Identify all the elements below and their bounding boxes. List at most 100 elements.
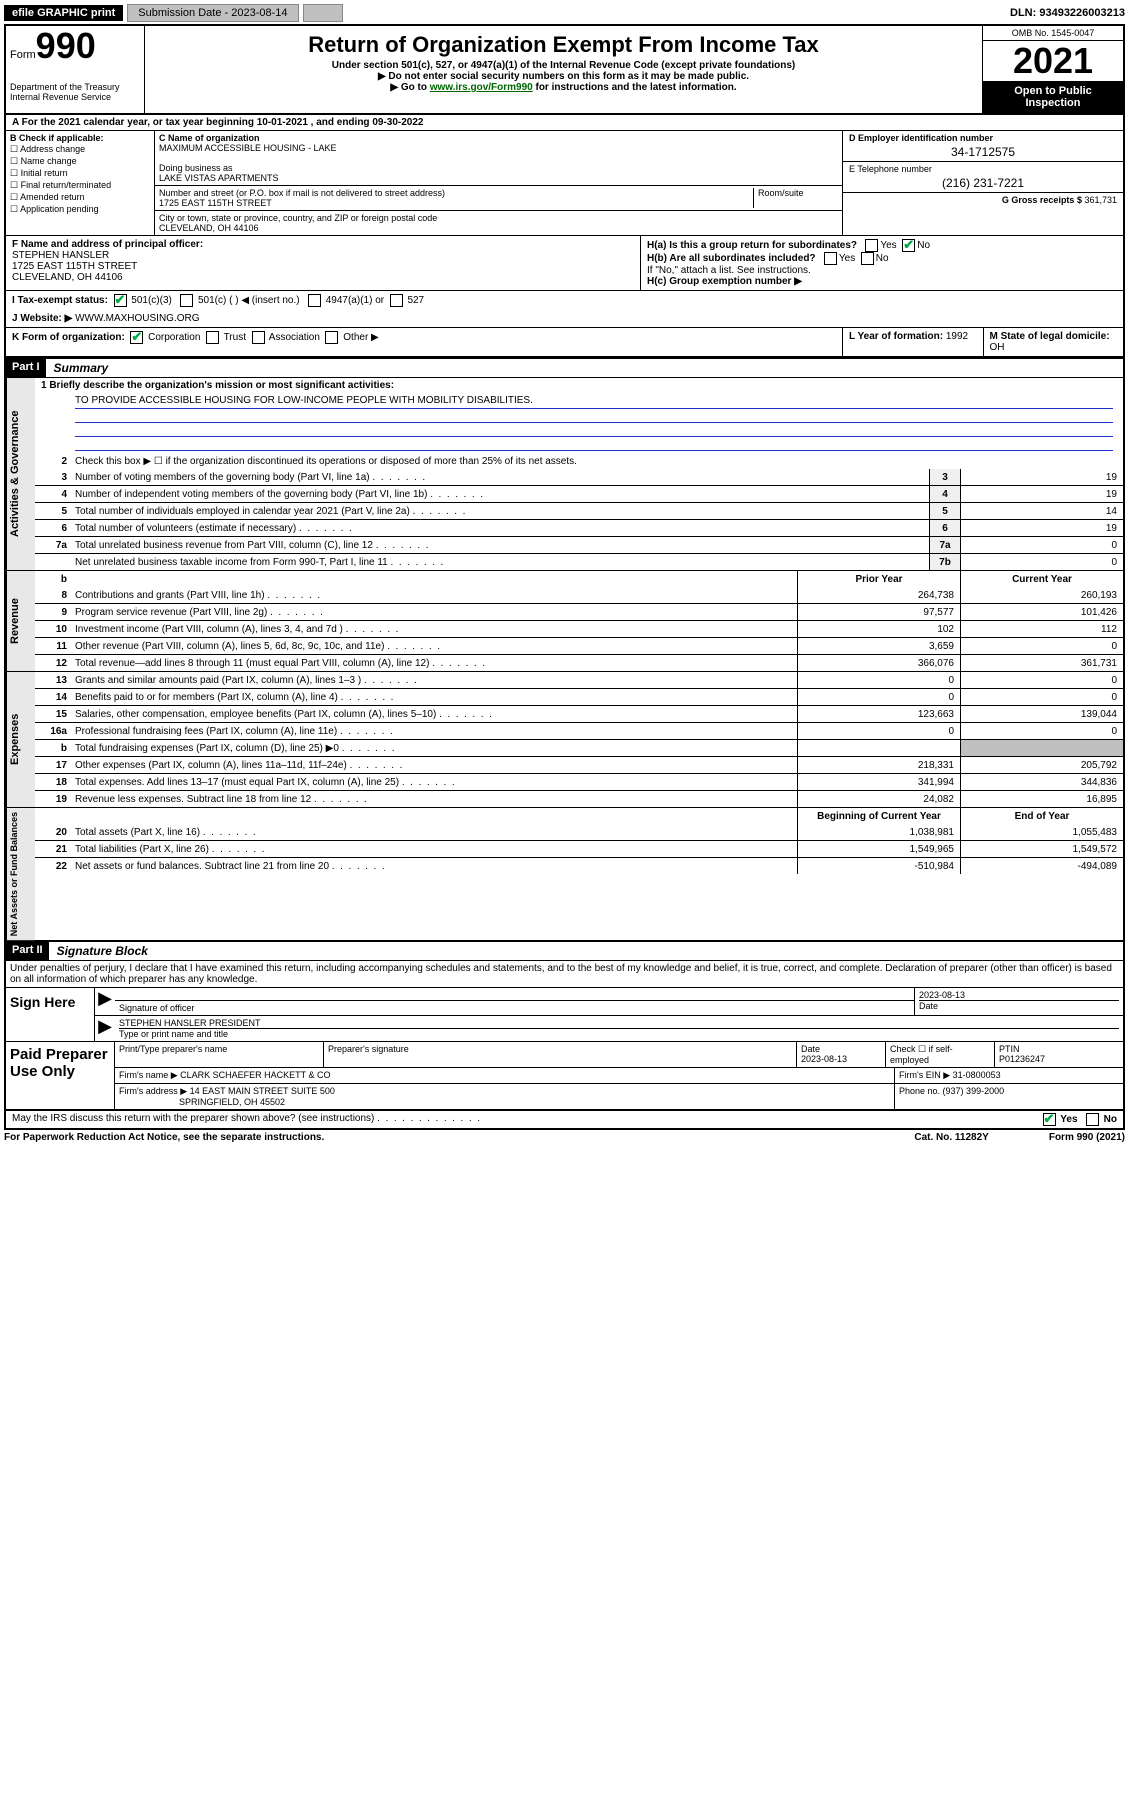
line-desc: Total revenue—add lines 8 through 11 (mu… (71, 657, 797, 670)
irs-link[interactable]: www.irs.gov/Form990 (430, 82, 533, 93)
current-value: 205,792 (960, 757, 1123, 773)
k-row: K Form of organization: Corporation Trus… (6, 328, 1123, 358)
chk-assoc[interactable] (252, 331, 265, 344)
line-num: 3 (35, 472, 71, 483)
arrow-icon-2: ▶ (95, 1016, 115, 1041)
line-num: 14 (35, 692, 71, 703)
col-c-name-address: C Name of organization MAXIMUM ACCESSIBL… (155, 131, 843, 235)
l-label: L Year of formation: (849, 331, 946, 342)
prior-value: 0 (797, 672, 960, 688)
ha-yes-checkbox[interactable] (865, 239, 878, 252)
ha-label: H(a) Is this a group return for subordin… (647, 240, 857, 251)
summary-line: 14Benefits paid to or for members (Part … (35, 688, 1123, 705)
current-value: 344,836 (960, 774, 1123, 790)
prior-value: 3,659 (797, 638, 960, 654)
line-num: 21 (35, 844, 71, 855)
m-label: M State of legal domicile: (990, 331, 1110, 342)
line-desc: Benefits paid to or for members (Part IX… (71, 691, 797, 704)
ha-no-checkbox[interactable] (902, 239, 915, 252)
part1-badge: Part I (6, 359, 46, 377)
paid-preparer-label: Paid Preparer Use Only (6, 1042, 115, 1109)
discuss-text: May the IRS discuss this return with the… (12, 1113, 480, 1126)
current-value: 0 (960, 723, 1123, 739)
line-value: 19 (960, 469, 1123, 485)
line-num: 11 (35, 641, 71, 652)
revenue-section: Revenue b Prior Year Current Year 8Contr… (6, 571, 1123, 672)
prior-value: 102 (797, 621, 960, 637)
line-num: 9 (35, 607, 71, 618)
footer-left: For Paperwork Reduction Act Notice, see … (4, 1132, 324, 1143)
sign-here-table: Sign Here ▶ Signature of officer 2023-08… (6, 987, 1123, 1042)
blank-button[interactable] (303, 4, 343, 22)
header-mid: Return of Organization Exempt From Incom… (145, 26, 982, 113)
chk-name-change[interactable]: ☐ Name change (10, 156, 150, 167)
summary-line: 4Number of independent voting members of… (35, 485, 1123, 502)
line-label: 3 (929, 469, 960, 485)
org-name: MAXIMUM ACCESSIBLE HOUSING - LAKE (159, 143, 337, 153)
prior-value: 123,663 (797, 706, 960, 722)
officer-addr2: CLEVELAND, OH 44106 (12, 272, 123, 283)
chk-527[interactable] (390, 294, 403, 307)
chk-other[interactable] (325, 331, 338, 344)
sign-here-label: Sign Here (6, 988, 95, 1041)
chk-address-change[interactable]: ☐ Address change (10, 144, 150, 155)
q1-label: 1 Briefly describe the organization's mi… (41, 380, 394, 391)
paid-preparer-table: Paid Preparer Use Only Print/Type prepar… (6, 1042, 1123, 1111)
discuss-yes-checkbox[interactable] (1043, 1113, 1056, 1126)
summary-line: 19Revenue less expenses. Subtract line 1… (35, 790, 1123, 807)
current-value: 0 (960, 672, 1123, 688)
chk-amended-return[interactable]: ☐ Amended return (10, 192, 150, 203)
summary-line: 5Total number of individuals employed in… (35, 502, 1123, 519)
state-domicile: OH (990, 342, 1005, 353)
chk-501c[interactable] (180, 294, 193, 307)
name-title-label: Type or print name and title (119, 1028, 1119, 1039)
chk-4947[interactable] (308, 294, 321, 307)
i-tax-status: I Tax-exempt status: 501(c)(3) 501(c) ( … (6, 291, 1123, 310)
line-desc: Revenue less expenses. Subtract line 18 … (71, 793, 797, 806)
chk-application-pending[interactable]: ☐ Application pending (10, 204, 150, 215)
line-desc: Total number of individuals employed in … (71, 505, 929, 518)
hb-no-checkbox[interactable] (861, 252, 874, 265)
form-word: Form (10, 49, 36, 61)
submission-date-button[interactable]: Submission Date - 2023-08-14 (127, 4, 298, 22)
line-num: 8 (35, 590, 71, 601)
row-a-period: A For the 2021 calendar year, or tax yea… (6, 115, 1123, 131)
revenue-body: b Prior Year Current Year 8Contributions… (35, 571, 1123, 671)
chk-trust[interactable] (206, 331, 219, 344)
opt-trust: Trust (224, 332, 246, 343)
line-label: 7b (929, 554, 960, 570)
sig-officer-label: Signature of officer (119, 1003, 194, 1013)
chk-corp[interactable] (130, 331, 143, 344)
chk-initial-return[interactable]: ☐ Initial return (10, 168, 150, 179)
phone-label: E Telephone number (849, 164, 932, 174)
chk-final-return[interactable]: ☐ Final return/terminated (10, 180, 150, 191)
side-netassets: Net Assets or Fund Balances (6, 808, 35, 940)
summary-line: 22Net assets or fund balances. Subtract … (35, 857, 1123, 874)
mission-blank-1 (75, 409, 1113, 423)
part1-title: Summary (46, 359, 117, 377)
current-value: -494,089 (960, 858, 1123, 874)
entity-block: B Check if applicable: ☐ Address change … (6, 131, 1123, 236)
hb-yes-checkbox[interactable] (824, 252, 837, 265)
opt-527: 527 (407, 295, 424, 306)
efile-button[interactable]: efile GRAPHIC print (4, 5, 123, 21)
f-label: F Name and address of principal officer: (12, 239, 203, 250)
c-name-label: C Name of organization (159, 133, 260, 143)
summary-line: 16aProfessional fundraising fees (Part I… (35, 722, 1123, 739)
tax-status-row: I Tax-exempt status: 501(c)(3) 501(c) ( … (6, 291, 1123, 310)
col-b-label: B Check if applicable: (10, 133, 104, 143)
firm-addr-cell: Firm's address ▶ 14 EAST MAIN STREET SUI… (115, 1084, 895, 1109)
line-desc: Salaries, other compensation, employee b… (71, 708, 797, 721)
prep-ptin-cell: PTINP01236247 (995, 1042, 1123, 1067)
line-num: 5 (35, 506, 71, 517)
current-value: 16,895 (960, 791, 1123, 807)
prep-name-hdr: Print/Type preparer's name (115, 1042, 324, 1067)
summary-line: 3Number of voting members of the governi… (35, 469, 1123, 485)
hc-label: H(c) Group exemption number ▶ (647, 276, 802, 287)
discuss-no-checkbox[interactable] (1086, 1113, 1099, 1126)
chk-501c3[interactable] (114, 294, 127, 307)
form-subtitle: Under section 501(c), 527, or 4947(a)(1)… (149, 60, 978, 71)
addr-label: Number and street (or P.O. box if mail i… (159, 188, 445, 198)
netassets-body: Beginning of Current Year End of Year 20… (35, 808, 1123, 940)
year-formation: 1992 (946, 331, 968, 342)
